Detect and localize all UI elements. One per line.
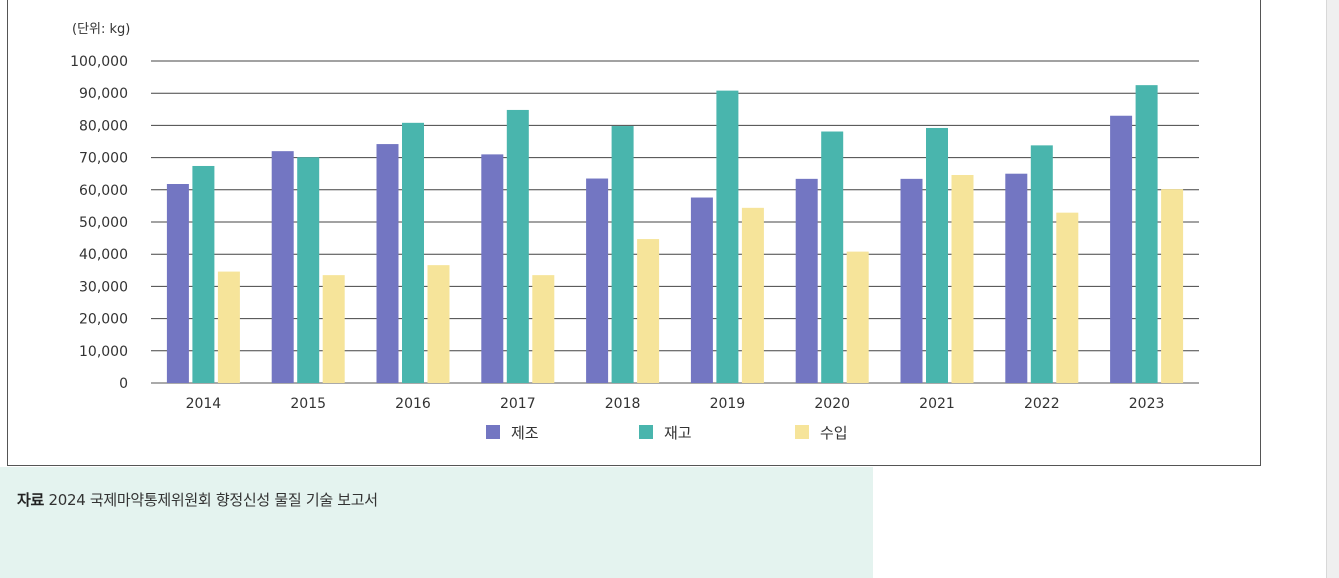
legend-label: 제조 — [511, 424, 539, 442]
y-tick-label: 30,000 — [79, 279, 128, 295]
y-tick-label: 40,000 — [79, 247, 128, 263]
y-tick-label: 20,000 — [79, 312, 128, 328]
bar — [217, 271, 240, 383]
legend-swatch — [486, 425, 500, 439]
y-tick-label: 0 — [119, 376, 128, 392]
bar — [481, 154, 504, 383]
bar — [402, 122, 424, 383]
legend-swatch — [639, 425, 653, 439]
y-tick-label: 100,000 — [70, 54, 128, 70]
x-tick-label: 2015 — [290, 396, 326, 412]
y-tick-label: 90,000 — [79, 86, 128, 102]
y-axis-ticks: 0 10,000 20,000 30,000 40,000 50,000 60,000 70,… — [70, 54, 128, 392]
x-axis-ticks: 2014 2015 2016 2017 2018 2019 2020 2021 2022 2023 — [186, 396, 1165, 412]
y-tick-label: 10,000 — [79, 344, 128, 360]
legend-label: 수입 — [820, 424, 848, 442]
bar — [376, 144, 399, 383]
bar — [741, 207, 764, 383]
bar — [427, 265, 450, 383]
x-tick-label: 2023 — [1129, 396, 1165, 412]
x-tick-label: 2020 — [814, 396, 850, 412]
bar — [586, 178, 609, 383]
unit-label: (단위: kg) — [72, 22, 130, 37]
y-tick-label: 50,000 — [79, 215, 128, 231]
bar — [690, 197, 713, 383]
bar — [1135, 85, 1158, 384]
bar — [926, 127, 948, 383]
bar — [637, 239, 660, 383]
bar — [1110, 115, 1133, 384]
bars — [166, 85, 1184, 384]
bar — [1161, 189, 1184, 383]
legend-label: 재고 — [664, 424, 692, 442]
legend-swatch — [795, 425, 809, 439]
bar — [297, 157, 320, 383]
bar — [716, 90, 739, 384]
y-tick-label: 60,000 — [79, 183, 128, 199]
bar — [166, 184, 189, 383]
x-tick-label: 2016 — [395, 396, 431, 412]
x-tick-label: 2018 — [605, 396, 641, 412]
source-box — [0, 467, 873, 578]
bar — [532, 275, 555, 383]
bar — [1030, 145, 1053, 383]
bar — [951, 174, 974, 383]
bar — [900, 178, 923, 383]
x-tick-label: 2019 — [710, 396, 746, 412]
x-tick-label: 2022 — [1024, 396, 1060, 412]
source-text: 2024 국제마약통제위원회 향정신성 물질 기술 보고서 — [48, 491, 378, 509]
source-line: 자료 2024 국제마약통제위원회 향정신성 물질 기술 보고서 — [17, 489, 378, 510]
source-label: 자료 — [17, 491, 45, 509]
bar — [1056, 212, 1079, 383]
y-tick-label: 70,000 — [79, 151, 128, 167]
bar — [846, 251, 869, 383]
legend: 제조 재고 수입 — [486, 424, 848, 442]
bar — [821, 131, 844, 383]
y-tick-label: 80,000 — [79, 118, 128, 134]
bar — [271, 151, 294, 383]
bar — [506, 109, 529, 383]
bar — [795, 178, 818, 383]
x-tick-label: 2014 — [186, 396, 222, 412]
page-edge — [1326, 0, 1339, 578]
bar — [611, 126, 634, 383]
x-tick-label: 2017 — [500, 396, 536, 412]
bar — [1005, 173, 1028, 383]
bar — [192, 165, 215, 383]
bar — [322, 275, 345, 383]
x-tick-label: 2021 — [919, 396, 955, 412]
bar-chart: (단위: kg) 0 10,000 20,000 30,000 40,000 50,000… — [70, 22, 1199, 442]
